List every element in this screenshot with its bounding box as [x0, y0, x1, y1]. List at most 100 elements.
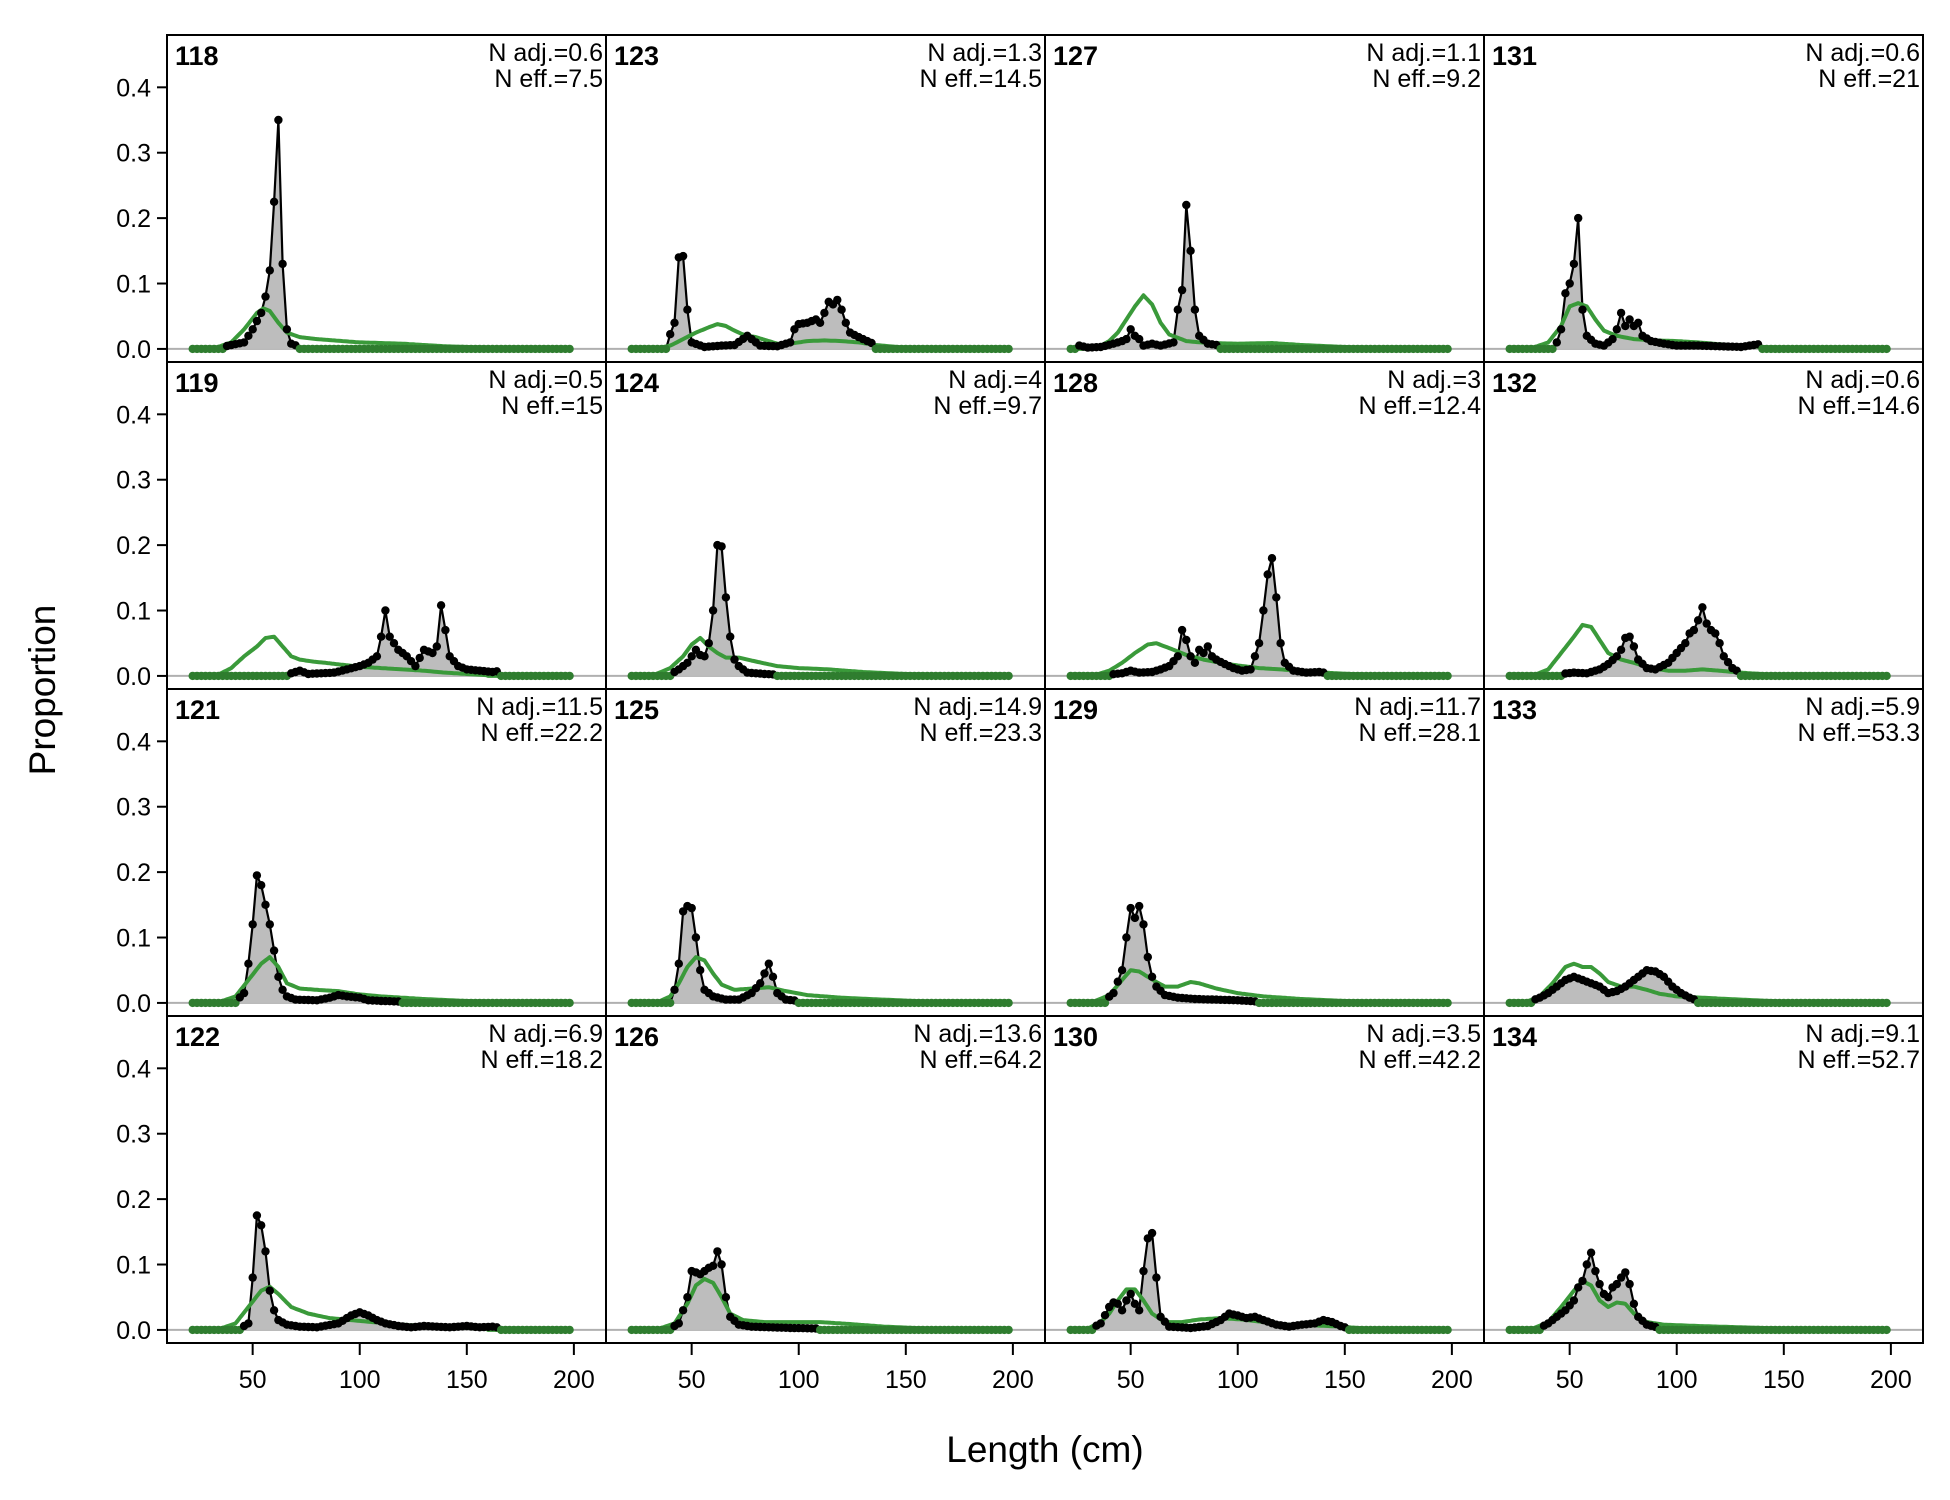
observed-point — [1122, 1296, 1131, 1305]
observed-point — [1109, 988, 1118, 998]
observed-point — [265, 1286, 274, 1295]
n-eff-label: N eff.=7.5 — [494, 65, 603, 93]
observed-point — [269, 197, 279, 206]
y-tick-label: 0.2 — [116, 859, 151, 887]
panel-label: 126 — [614, 1022, 659, 1052]
observed-point — [1004, 998, 1013, 1008]
observed-point — [1443, 344, 1452, 354]
observed-point — [730, 655, 739, 664]
n-adj-label: N adj.=3.5 — [1366, 1020, 1481, 1048]
observed-point — [841, 318, 850, 327]
observed-point — [411, 661, 420, 671]
observed-point — [1152, 1273, 1161, 1282]
panel-label: 133 — [1492, 695, 1537, 725]
observed-point — [1723, 658, 1733, 667]
observed-point — [1139, 1266, 1148, 1276]
observed-point — [1578, 1276, 1587, 1286]
observed-point — [381, 606, 390, 615]
observed-point — [252, 316, 262, 326]
observed-point — [721, 593, 731, 602]
observed-point — [666, 330, 675, 339]
n-adj-label: N adj.=9.1 — [1805, 1020, 1920, 1048]
observed-point — [837, 305, 846, 314]
observed-point — [764, 959, 773, 968]
y-tick-label: 0.4 — [116, 728, 151, 756]
n-eff-label: N eff.=22.2 — [480, 719, 603, 747]
observed-area — [631, 1251, 1009, 1330]
observed-point — [1259, 606, 1268, 615]
observed-point — [1135, 1306, 1144, 1315]
observed-point — [252, 1211, 262, 1220]
observed-point — [1126, 903, 1135, 913]
y-axis-label: Proportion — [22, 605, 63, 776]
panel-label: 124 — [614, 368, 659, 398]
observed-point — [428, 648, 437, 658]
observed-point — [282, 325, 292, 334]
observed-point — [696, 966, 705, 975]
y-tick-label: 0.1 — [116, 271, 151, 299]
observed-point — [274, 115, 283, 125]
observed-point — [700, 652, 709, 661]
n-adj-label: N adj.=11.5 — [476, 693, 603, 721]
y-tick-label: 0.0 — [116, 336, 151, 364]
observed-point — [257, 308, 266, 318]
observed-point — [683, 305, 692, 314]
observed-point — [261, 1247, 270, 1256]
observed-point — [1578, 305, 1587, 314]
observed-point — [1096, 1319, 1105, 1328]
panel-label: 129 — [1053, 695, 1098, 725]
observed-point — [436, 601, 446, 610]
observed-point — [756, 979, 765, 988]
observed-point — [1263, 570, 1272, 579]
observed-point — [1629, 642, 1639, 651]
observed-point — [1147, 972, 1157, 981]
observed-point — [1190, 305, 1200, 314]
observed-point — [1190, 658, 1200, 667]
observed-point — [1882, 344, 1891, 354]
panel-label: 130 — [1053, 1022, 1098, 1052]
x-tick-label: 100 — [1217, 1366, 1259, 1394]
observed-point — [1254, 639, 1264, 648]
panel-127: 127 N adj.=1.1N eff.=9.2 — [1044, 34, 1485, 363]
observed-point — [1443, 998, 1452, 1008]
observed-point — [565, 1325, 574, 1335]
observed-point — [670, 318, 679, 327]
observed-point — [1625, 315, 1634, 324]
observed-point — [1126, 325, 1135, 334]
y-tick-label: 0.2 — [116, 1186, 151, 1214]
observed-point — [1122, 334, 1131, 344]
n-eff-label: N eff.=14.6 — [1797, 392, 1920, 420]
observed-point — [1004, 671, 1013, 681]
observed-point — [252, 871, 262, 880]
n-adj-label: N adj.=4 — [948, 366, 1042, 394]
observed-point — [1186, 246, 1195, 255]
y-tick-label: 0.4 — [116, 401, 151, 429]
observed-point — [687, 903, 696, 913]
panel-frame — [1483, 1015, 1924, 1344]
panel-130: 130 N adj.=3.5N eff.=42.2 — [1044, 1015, 1485, 1344]
n-eff-label: N eff.=23.3 — [919, 719, 1042, 747]
panel-123: 123 N adj.=1.3N eff.=14.5 — [605, 34, 1046, 363]
observed-point — [415, 653, 424, 663]
y-tick-label: 0.0 — [116, 1317, 151, 1345]
observed-point — [666, 998, 675, 1008]
n-adj-label: N adj.=3 — [1387, 366, 1481, 394]
observed-area — [1509, 970, 1887, 1003]
observed-point — [269, 946, 279, 955]
x-tick-label: 100 — [1656, 1366, 1698, 1394]
observed-point — [691, 933, 701, 942]
observed-point — [1548, 344, 1557, 354]
observed-point — [1582, 1260, 1592, 1269]
observed-point — [1130, 1299, 1140, 1309]
observed-point — [713, 1247, 722, 1256]
observed-point — [278, 985, 287, 994]
observed-point — [1100, 998, 1110, 1008]
observed-point — [1569, 1296, 1579, 1305]
observed-point — [248, 920, 257, 929]
n-eff-label: N eff.=52.7 — [1797, 1046, 1920, 1074]
n-adj-label: N adj.=6.9 — [488, 1020, 603, 1048]
observed-point — [670, 985, 679, 994]
observed-point — [1113, 1299, 1123, 1309]
